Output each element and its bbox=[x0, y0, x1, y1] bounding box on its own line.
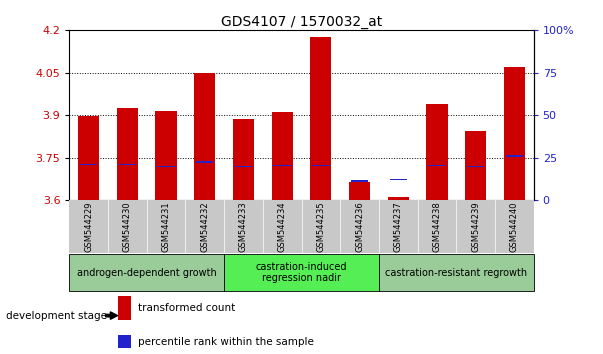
Text: GSM544235: GSM544235 bbox=[317, 202, 326, 252]
Bar bbox=[271, 112, 293, 200]
Bar bbox=[467, 166, 484, 167]
Bar bbox=[224, 254, 379, 291]
Text: androgen-dependent growth: androgen-dependent growth bbox=[77, 268, 216, 278]
Bar bbox=[69, 254, 224, 291]
Text: transformed count: transformed count bbox=[138, 303, 235, 313]
Bar bbox=[119, 164, 136, 165]
Bar bbox=[80, 164, 98, 165]
Bar bbox=[235, 166, 252, 167]
Text: GSM544229: GSM544229 bbox=[84, 202, 93, 252]
Bar bbox=[349, 182, 370, 200]
Text: development stage: development stage bbox=[6, 310, 107, 321]
Bar bbox=[465, 131, 486, 200]
Bar bbox=[156, 111, 177, 200]
Bar bbox=[157, 166, 175, 167]
Bar bbox=[426, 104, 447, 200]
Bar bbox=[117, 108, 138, 200]
Bar bbox=[351, 180, 368, 182]
Text: castration-induced
regression nadir: castration-induced regression nadir bbox=[256, 262, 347, 284]
Text: GSM544233: GSM544233 bbox=[239, 202, 248, 252]
FancyArrow shape bbox=[106, 312, 118, 319]
Bar bbox=[505, 155, 523, 157]
Text: GSM544237: GSM544237 bbox=[394, 202, 403, 252]
Bar bbox=[312, 165, 330, 166]
Bar bbox=[273, 165, 291, 166]
Text: castration-resistant regrowth: castration-resistant regrowth bbox=[385, 268, 528, 278]
Bar bbox=[78, 116, 99, 200]
Text: GSM544234: GSM544234 bbox=[277, 202, 286, 252]
Bar bbox=[310, 37, 332, 200]
Bar bbox=[233, 119, 254, 200]
Text: percentile rank within the sample: percentile rank within the sample bbox=[138, 337, 314, 347]
Text: GSM544236: GSM544236 bbox=[355, 202, 364, 252]
Bar bbox=[196, 161, 213, 162]
Title: GDS4107 / 1570032_at: GDS4107 / 1570032_at bbox=[221, 15, 382, 29]
Text: GSM544240: GSM544240 bbox=[510, 202, 519, 252]
Bar bbox=[428, 165, 446, 166]
Text: GSM544232: GSM544232 bbox=[200, 202, 209, 252]
Text: GSM544238: GSM544238 bbox=[432, 202, 441, 252]
Bar bbox=[379, 254, 534, 291]
Text: GSM544231: GSM544231 bbox=[162, 202, 171, 252]
Bar bbox=[388, 197, 409, 200]
Text: GSM544239: GSM544239 bbox=[471, 202, 480, 252]
Bar bbox=[504, 67, 525, 200]
Bar bbox=[118, 296, 131, 320]
Text: GSM544230: GSM544230 bbox=[123, 202, 132, 252]
Bar bbox=[390, 179, 407, 181]
Bar bbox=[194, 73, 215, 200]
Bar bbox=[118, 336, 131, 348]
